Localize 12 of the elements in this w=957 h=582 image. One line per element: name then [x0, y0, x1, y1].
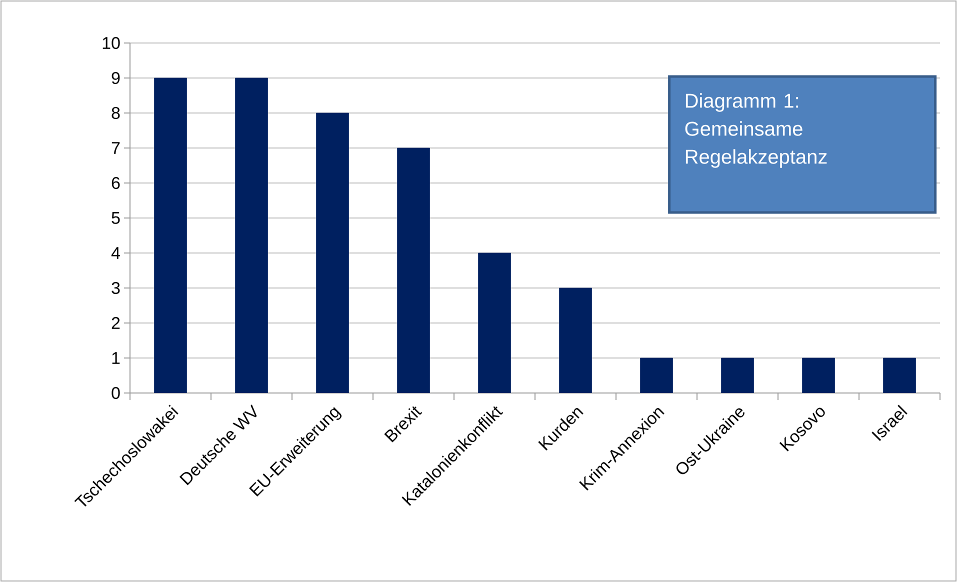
y-tick-label: 9 [112, 72, 120, 84]
y-tick-label: 0 [112, 386, 120, 400]
y-tick-label: 1 [112, 352, 120, 364]
y-tick-label: 4 [111, 247, 120, 259]
y-tick-label: 7 [112, 142, 120, 154]
y-tick-label: 5 [112, 212, 120, 224]
y-tick-label: 8 [112, 106, 120, 120]
y-tick-label: 2 [112, 317, 120, 329]
y-tick-label: 3 [112, 282, 120, 294]
y-tick-label: 6 [112, 176, 120, 190]
text: Diagramm 1: Gemeinsame Regelakzeptanz [685, 93, 827, 168]
y-tick-label: 10 [102, 36, 120, 50]
